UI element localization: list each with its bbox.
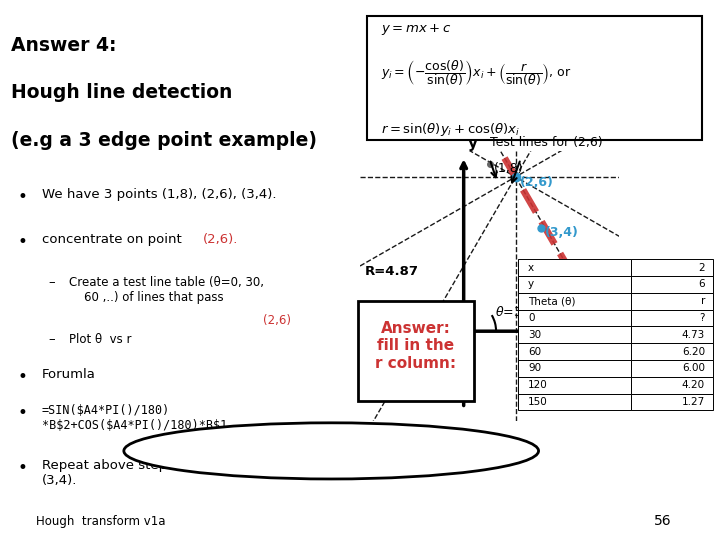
Bar bbox=[631, 377, 713, 394]
Text: •: • bbox=[17, 233, 27, 251]
Text: •: • bbox=[17, 368, 27, 387]
Bar bbox=[518, 276, 631, 293]
Text: Plot θ  vs r: Plot θ vs r bbox=[69, 333, 132, 346]
Text: •: • bbox=[17, 404, 27, 422]
Bar bbox=[518, 293, 631, 309]
Text: (1,8): (1,8) bbox=[493, 162, 523, 175]
Bar bbox=[631, 309, 713, 326]
Text: We have 3 points (1,8), (2,6), (3,4).: We have 3 points (1,8), (2,6), (3,4). bbox=[42, 188, 276, 201]
Text: 6.00: 6.00 bbox=[682, 363, 705, 373]
Text: Repeat above steps  for the points
(3,4).: Repeat above steps for the points (3,4). bbox=[42, 459, 272, 487]
Text: 4.20: 4.20 bbox=[682, 380, 705, 390]
Text: Answer 4:: Answer 4: bbox=[11, 36, 116, 55]
Bar bbox=[631, 360, 713, 377]
Bar bbox=[631, 259, 713, 276]
Text: (3,4): (3,4) bbox=[545, 226, 579, 239]
Bar bbox=[631, 343, 713, 360]
Text: 56: 56 bbox=[654, 514, 671, 528]
Bar bbox=[518, 394, 631, 410]
Text: –: – bbox=[49, 333, 55, 346]
Text: Hough  transform v1a: Hough transform v1a bbox=[36, 515, 166, 528]
Text: 90: 90 bbox=[528, 363, 541, 373]
Text: (2,6): (2,6) bbox=[263, 314, 291, 327]
Text: $r = \sin(\theta)y_i + \cos(\theta)x_i$: $r = \sin(\theta)y_i + \cos(\theta)x_i$ bbox=[381, 122, 521, 138]
Text: R=4.87: R=4.87 bbox=[365, 265, 419, 278]
Text: $y_i = \left(-\dfrac{\cos(\theta)}{\sin(\theta)}\right)x_i + \left(\dfrac{r}{\si: $y_i = \left(-\dfrac{\cos(\theta)}{\sin(… bbox=[381, 58, 572, 88]
Text: (2,6): (2,6) bbox=[519, 176, 553, 189]
Bar bbox=[631, 394, 713, 410]
Bar bbox=[518, 326, 631, 343]
Text: (e.g a 3 edge point example): (e.g a 3 edge point example) bbox=[11, 131, 317, 150]
Text: 150: 150 bbox=[528, 397, 548, 407]
Bar bbox=[631, 293, 713, 309]
Text: ?: ? bbox=[700, 313, 705, 323]
Text: 2: 2 bbox=[698, 262, 705, 273]
Text: r: r bbox=[701, 296, 705, 306]
Text: x: x bbox=[616, 311, 626, 326]
Bar bbox=[518, 343, 631, 360]
Text: •: • bbox=[17, 459, 27, 477]
Text: y: y bbox=[528, 279, 534, 289]
Text: –: – bbox=[49, 276, 55, 289]
Bar bbox=[518, 360, 631, 377]
Text: x: x bbox=[528, 262, 534, 273]
Text: 60: 60 bbox=[528, 347, 541, 356]
Bar bbox=[518, 309, 631, 326]
Text: Create a test line table (θ=0, 30,
    60 ,..) of lines that pass: Create a test line table (θ=0, 30, 60 ,.… bbox=[69, 276, 264, 304]
Bar bbox=[518, 259, 631, 276]
Text: y: y bbox=[467, 136, 477, 151]
Text: 1.27: 1.27 bbox=[682, 397, 705, 407]
Text: 30: 30 bbox=[528, 330, 541, 340]
Text: Theta (θ): Theta (θ) bbox=[528, 296, 575, 306]
Text: $\theta$=30: $\theta$=30 bbox=[495, 305, 530, 319]
Text: 4.73: 4.73 bbox=[682, 330, 705, 340]
Text: 0: 0 bbox=[528, 313, 535, 323]
Text: 6: 6 bbox=[698, 279, 705, 289]
Text: Forumla: Forumla bbox=[42, 368, 96, 381]
Bar bbox=[518, 377, 631, 394]
Ellipse shape bbox=[124, 423, 539, 479]
Bar bbox=[631, 276, 713, 293]
Text: concentrate on point: concentrate on point bbox=[42, 233, 186, 246]
Text: Answer:
fill in the
r column:: Answer: fill in the r column: bbox=[375, 321, 456, 370]
Text: =SIN($A4*PI()/180)
*B$2+COS($A4*PI()/180)*B$1: =SIN($A4*PI()/180) *B$2+COS($A4*PI()/180… bbox=[42, 404, 227, 432]
Text: Hough line detection: Hough line detection bbox=[11, 83, 232, 103]
Text: 120: 120 bbox=[528, 380, 548, 390]
Text: $y = mx + c$: $y = mx + c$ bbox=[381, 22, 451, 37]
Text: •: • bbox=[17, 188, 27, 206]
Bar bbox=[631, 326, 713, 343]
Text: Test lines for (2,6): Test lines for (2,6) bbox=[490, 136, 602, 148]
Text: (2,6).: (2,6). bbox=[202, 233, 238, 246]
Text: 6.20: 6.20 bbox=[682, 347, 705, 356]
